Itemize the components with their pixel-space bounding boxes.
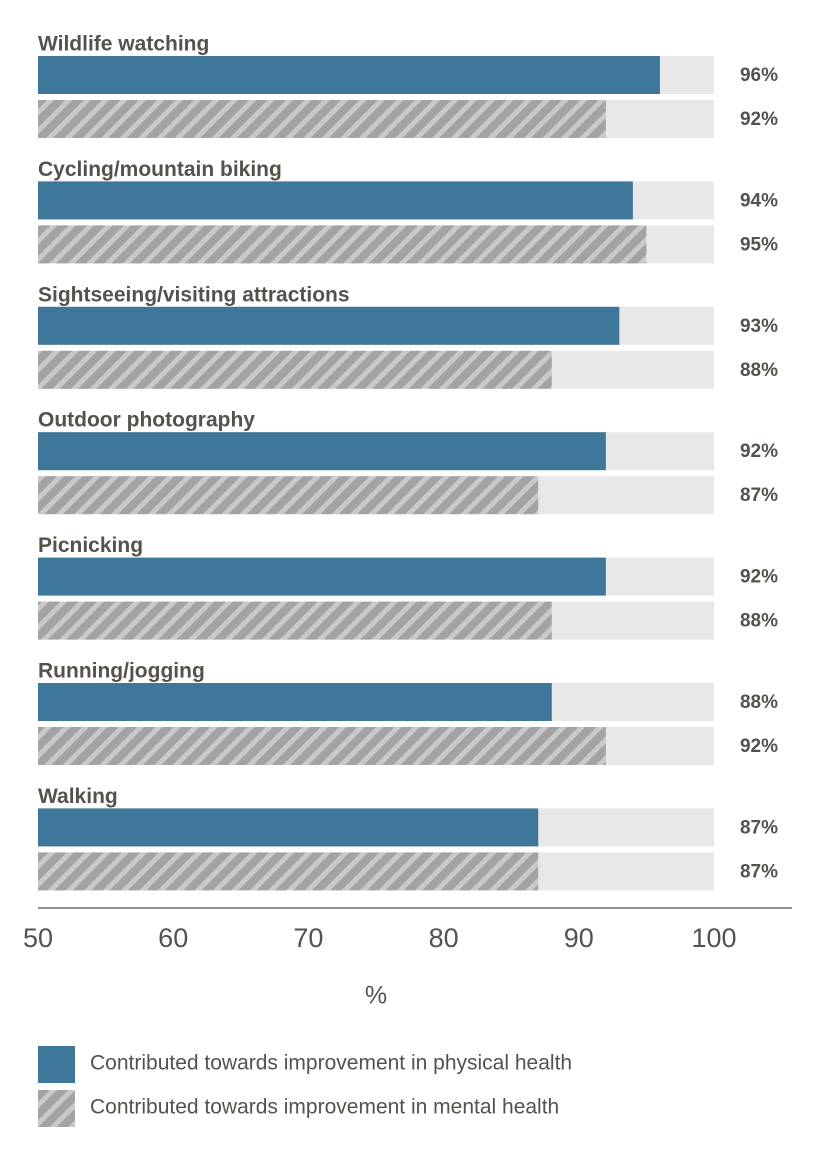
legend-label: Contributed towards improvement in menta… xyxy=(90,1096,559,1119)
category-group: Outdoor photography 92% 87% xyxy=(38,409,778,515)
legend-label: Contributed towards improvement in physi… xyxy=(90,1052,572,1075)
bar-mental-health xyxy=(38,727,606,765)
bar-mental-health xyxy=(38,601,552,640)
category-group: Cycling/mountain biking 94% 95% xyxy=(38,158,778,264)
legend-item: Contributed towards improvement in menta… xyxy=(38,1090,559,1127)
x-tick-label: 80 xyxy=(429,923,459,953)
data-label: 87% xyxy=(740,817,778,838)
bar-mental-health xyxy=(38,476,539,515)
x-axis-title: % xyxy=(365,982,387,1010)
x-tick-label: 100 xyxy=(691,923,736,953)
bar-mental-health xyxy=(38,225,647,264)
data-label: 87% xyxy=(740,485,778,506)
category-group: Picnicking 92% 88% xyxy=(38,534,778,640)
bar-mental-health xyxy=(38,350,552,389)
category-label: Sightseeing/visiting attractions xyxy=(38,283,350,306)
category-label: Picnicking xyxy=(38,534,143,557)
bar-mental-health xyxy=(38,100,606,138)
legend: Contributed towards improvement in physi… xyxy=(38,1046,572,1127)
data-label: 92% xyxy=(740,567,778,588)
category-label: Outdoor photography xyxy=(38,409,255,432)
bar-physical-health xyxy=(38,683,552,721)
category-group: Running/jogging 88% 92% xyxy=(38,660,778,765)
x-tick-label: 60 xyxy=(158,923,188,953)
x-tick-label: 90 xyxy=(564,923,594,953)
bar-physical-health xyxy=(38,432,606,471)
plot-area: Wildlife watching 96% 92% Cycling/mountain … xyxy=(38,33,778,891)
bar-physical-health xyxy=(38,306,620,345)
data-label: 87% xyxy=(740,861,778,882)
data-label: 88% xyxy=(740,692,778,713)
category-group: Sightseeing/visiting attractions 93% 88% xyxy=(38,283,778,389)
category-label: Running/jogging xyxy=(38,660,205,683)
legend-swatch-physical xyxy=(38,1046,75,1083)
data-label: 88% xyxy=(740,611,778,632)
data-label: 94% xyxy=(740,190,778,211)
bar-physical-health xyxy=(38,808,539,847)
category-group: Wildlife watching 96% 92% xyxy=(38,33,778,138)
data-label: 95% xyxy=(740,234,778,255)
category-group: Walking 87% 87% xyxy=(38,785,778,891)
category-label: Cycling/mountain biking xyxy=(38,158,282,181)
x-tick-label: 50 xyxy=(23,923,53,953)
data-label: 88% xyxy=(740,360,778,381)
bar-mental-health xyxy=(38,852,539,891)
data-label: 92% xyxy=(740,441,778,462)
legend-swatch-mental xyxy=(38,1090,75,1127)
data-label: 93% xyxy=(740,316,778,337)
x-axis: 50 60 70 80 90 100% xyxy=(23,907,792,1010)
bar-physical-health xyxy=(38,181,633,220)
legend-item: Contributed towards improvement in physi… xyxy=(38,1046,572,1083)
bar-physical-health xyxy=(38,56,660,94)
data-label: 96% xyxy=(740,65,778,86)
bar-physical-health xyxy=(38,557,606,596)
data-label: 92% xyxy=(740,736,778,757)
data-label: 92% xyxy=(740,109,778,130)
category-label: Wildlife watching xyxy=(38,33,209,56)
x-tick-label: 70 xyxy=(293,923,323,953)
category-label: Walking xyxy=(38,785,118,808)
